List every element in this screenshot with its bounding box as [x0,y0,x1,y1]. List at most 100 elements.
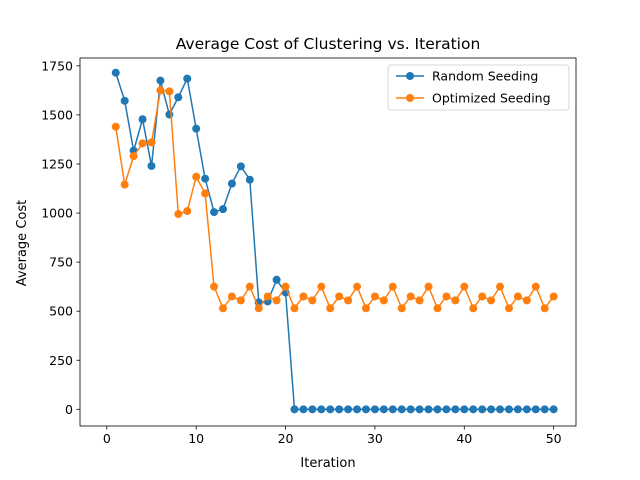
series-2-point [433,304,442,313]
series-2-point [138,139,147,148]
series-1-point [424,405,433,414]
x-tick-label: 20 [278,431,294,446]
series-2-point [460,282,469,291]
series-1-point [299,405,308,414]
series-1-point [290,405,299,414]
series-2-point [397,304,406,313]
series-1-point [361,405,370,414]
series-1-point [120,96,129,105]
series-2-point [263,292,272,301]
series-2-point [174,210,183,219]
series-1-point [406,405,415,414]
series-1-point [540,405,549,414]
series-1-point [245,175,254,184]
series-2-point [388,282,397,291]
series-1-point [415,405,424,414]
series-1-point [201,174,210,183]
series-2-point [218,304,227,313]
series-1-point [236,162,245,171]
series-1-point [227,179,236,188]
series-2-point [147,138,156,147]
series-2-point [353,282,362,291]
series-1-point [496,405,505,414]
series-1-point [192,124,201,133]
series-2-point [165,87,174,96]
series-1-point [379,405,388,414]
legend-label: Random Seeding [432,69,538,84]
series-2-point [361,304,370,313]
series-2-point [281,282,290,291]
x-tick-label: 30 [367,431,383,446]
y-tick-label: 1750 [41,58,73,73]
series-1-point [549,405,558,414]
x-axis-label: Iteration [300,456,355,471]
series-1-point [451,405,460,414]
series-2-point [227,292,236,301]
series-1-point [210,208,219,217]
series-2-point [540,304,549,313]
series-2-point [254,304,263,313]
series-1-point [308,405,317,414]
legend-swatch-marker [406,72,414,80]
series-1-point [174,93,183,102]
series-1-point [156,76,165,85]
series-2-point [290,304,299,313]
series-2-point [335,292,344,301]
series-2-point [192,172,201,181]
series-1-point [272,275,281,284]
series-1-point [147,161,156,170]
series-1-point [183,74,192,83]
series-2-point [129,152,138,161]
y-tick-label: 750 [49,255,73,270]
series-2-point [415,296,424,305]
series-1-point [469,405,478,414]
legend-entry-2: Optimized Seeding [396,91,551,106]
y-tick-label: 1500 [41,107,73,122]
x-tick-label: 10 [188,431,204,446]
x-tick-label: 40 [456,431,472,446]
series-2-point [236,296,245,305]
chart-title: Average Cost of Clustering vs. Iteration [176,35,481,53]
y-tick-label: 1000 [41,206,73,221]
series-1-point [353,405,362,414]
series-1-point [165,110,174,119]
series-2-point [317,282,326,291]
series-2-point [111,122,120,131]
series-2-point [531,282,540,291]
series-1-point [317,405,326,414]
x-tick-label: 0 [103,431,111,446]
legend-entry-1: Random Seeding [396,69,538,84]
series-2-point [513,292,522,301]
series-1-point [397,405,406,414]
series-2-point [156,86,165,95]
series-2-point [406,292,415,301]
series-2-point [522,296,531,305]
series-2-point [308,296,317,305]
series-2-point [424,282,433,291]
series-1-point [433,405,442,414]
series-2-point [442,292,451,301]
series-1-point [478,405,487,414]
series-2-point [549,292,558,301]
series-2 [111,86,558,313]
series-2-point [344,296,353,305]
series-1-point [218,205,227,214]
y-axis-label: Average Cost [15,200,30,286]
series-1-point [370,405,379,414]
series-2-point [451,296,460,305]
series-2-point [379,296,388,305]
series-2-point [478,292,487,301]
series-1-point [442,405,451,414]
series-2-point [299,292,308,301]
series-2-point [370,292,379,301]
series-2-point [120,180,129,189]
series-2-point [487,296,496,305]
legend-label: Optimized Seeding [432,91,551,106]
series-2-point [272,296,281,305]
series-1-point [487,405,496,414]
series-1 [111,68,558,414]
series-2-point [326,304,335,313]
series-1-point [513,405,522,414]
